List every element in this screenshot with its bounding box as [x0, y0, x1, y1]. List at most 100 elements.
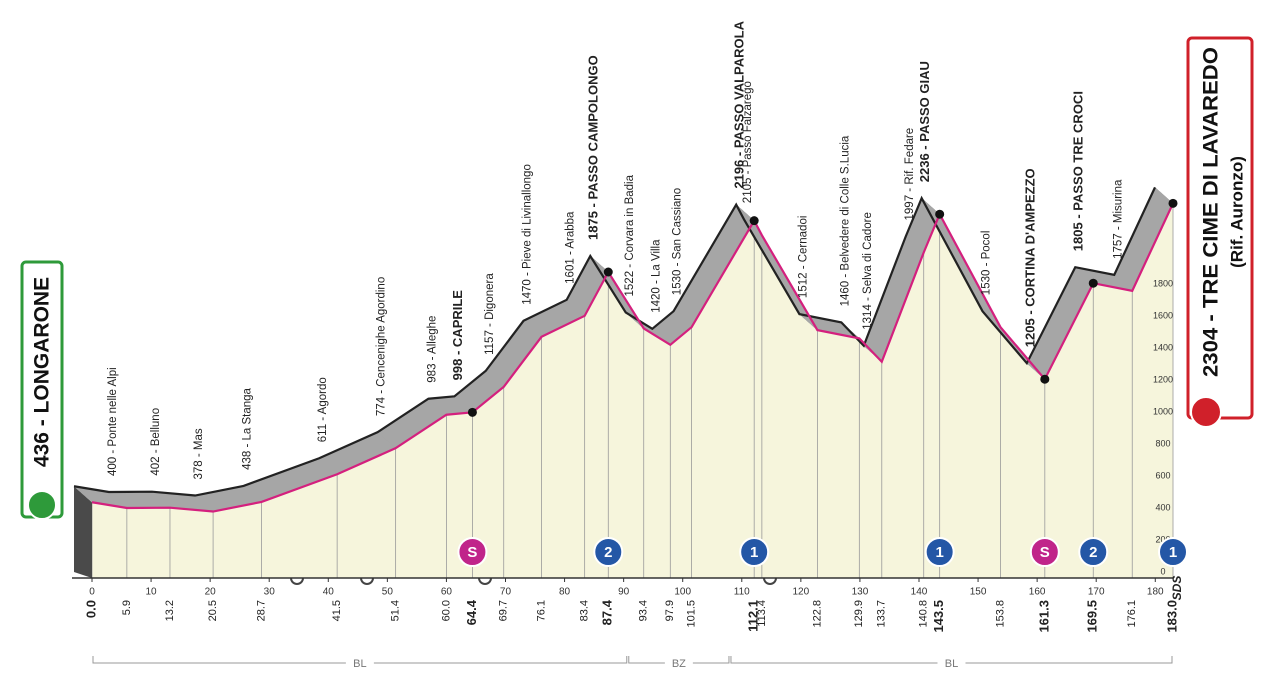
- landmark-label: 983 - Alleghe: [426, 316, 438, 383]
- landmark-km-label: 93.4: [638, 600, 650, 621]
- climb-badge: [739, 537, 770, 567]
- finish-label: 2304 - TRE CIME DI LAVAREDO: [1200, 47, 1223, 377]
- climb-badge: [1078, 537, 1109, 567]
- landmark-dot: [935, 209, 945, 219]
- y-tick-label: 800: [1155, 438, 1170, 448]
- y-tick-label: 1400: [1153, 342, 1173, 352]
- landmark-label: 438 - La Stanga: [242, 387, 254, 469]
- finish-icon: [1190, 396, 1222, 428]
- landmark-km-label: 20.5: [207, 600, 219, 621]
- landmark-km-label: 143.5: [931, 600, 946, 633]
- landmark-label: 1530 - San Cassiano: [672, 188, 684, 295]
- start-wall: [74, 486, 92, 578]
- landmark-label: 1420 - La Villa: [650, 239, 662, 313]
- x-tick-label: 40: [323, 587, 335, 598]
- landmark-label: 1205 - CORTINA D'AMPEZZO: [1022, 168, 1037, 347]
- x-tick-label: 50: [382, 587, 394, 598]
- landmark-km-label: 113.4: [756, 600, 768, 627]
- finish-sublabel: (Rif. Auronzo): [1227, 156, 1246, 268]
- landmark-label: 611 - Agordo: [317, 377, 329, 442]
- y-tick-label: 200: [1155, 534, 1170, 544]
- landmark-label: 774 - Cencenighe Agordino: [376, 277, 388, 416]
- y-tick-label: 600: [1155, 470, 1170, 480]
- landmark-label: 1460 - Belvedere di Colle S.Lucia: [839, 135, 851, 306]
- landmark-dot: [1040, 374, 1050, 384]
- landmark-dot: [1168, 198, 1178, 208]
- climb-label: 1: [1169, 544, 1177, 561]
- climb-label: 1: [750, 544, 758, 561]
- y-tick-label: 1000: [1153, 406, 1173, 416]
- climb-badge: [924, 537, 955, 567]
- landmark-km-label: 87.4: [600, 599, 615, 625]
- x-tick-label: 30: [264, 587, 276, 598]
- landmark-label: 1601 - Arabba: [565, 211, 577, 284]
- climb-badge: [1029, 537, 1060, 567]
- landmark-km-label: 176.1: [1126, 600, 1138, 628]
- logo: SDS: [1170, 576, 1184, 601]
- x-tick-label: 80: [559, 587, 571, 598]
- landmark-km-label: 101.5: [685, 600, 697, 628]
- climb-label: S: [1040, 544, 1050, 561]
- landmark-label: 402 - Belluno: [150, 408, 162, 476]
- landmark-km-label: 76.1: [535, 600, 547, 621]
- landmark-dot: [749, 216, 759, 226]
- x-tick-label: 170: [1088, 587, 1105, 598]
- landmark-km-label: 60.0: [440, 600, 452, 621]
- region-label: BL: [353, 658, 366, 670]
- start-icon: [27, 490, 57, 520]
- x-tick-label: 180: [1147, 587, 1164, 598]
- region-label: BL: [945, 658, 958, 670]
- landmark-label: 400 - Ponte nelle Alpi: [107, 367, 119, 476]
- landmark-label: 1805 - PASSO TRE CROCI: [1071, 91, 1086, 251]
- landmark-label: 2236 - PASSO GIAU: [917, 61, 932, 182]
- x-tick-label: 140: [911, 587, 928, 598]
- landmark-km-label: 133.7: [876, 600, 888, 628]
- profile-line: [91, 202, 1174, 513]
- landmark-km-label: 69.7: [498, 600, 510, 621]
- landmark-label: 1512 - Cernadoi: [797, 216, 809, 298]
- region-label-bg: [664, 656, 693, 670]
- landmark-km-label: 0.0: [83, 600, 98, 618]
- landmark-km-label: 140.8: [918, 600, 930, 628]
- landmark-label: 1875 - PASSO CAMPOLONGO: [586, 55, 601, 240]
- landmark-km-label: 97.9: [664, 600, 676, 621]
- region-label-bg: [937, 656, 966, 670]
- landmark-km-label: 161.3: [1036, 600, 1051, 633]
- x-tick-label: 0: [89, 587, 95, 598]
- landmark-label: 1997 - Rif. Fedare: [904, 128, 916, 221]
- region-label-bg: [345, 656, 374, 670]
- y-tick-label: 0: [1160, 566, 1165, 576]
- region-label: BZ: [672, 658, 686, 670]
- x-tick-label: 110: [734, 587, 750, 598]
- landmark-km-label: 51.4: [390, 600, 402, 621]
- profile-area: [92, 203, 1173, 579]
- landmark-km-label: 129.9: [853, 600, 865, 628]
- y-tick-label: 400: [1155, 502, 1170, 512]
- climb-badge: [1158, 537, 1188, 567]
- x-tick-label: 60: [441, 587, 453, 598]
- y-tick-label: 1800: [1153, 278, 1173, 288]
- x-tick-label: 90: [618, 587, 630, 598]
- landmark-label: 1757 - Misurina: [1112, 179, 1124, 259]
- landmark-label: 2196 - PASSO VALPAROLA: [732, 20, 747, 188]
- landmark-label: 378 - Mas: [193, 428, 205, 479]
- landmark-label: 1522 - Corvara in Badia: [624, 174, 636, 296]
- climb-label: 1: [935, 544, 943, 561]
- landmark-km-label: 5.9: [121, 600, 133, 615]
- landmark-km-label: 153.8: [994, 600, 1006, 628]
- y-tick-label: 1200: [1153, 374, 1173, 384]
- landmark-km-label: 169.5: [1085, 600, 1100, 633]
- x-tick-label: 70: [500, 587, 512, 598]
- landmark-km-label: 122.8: [811, 600, 823, 628]
- landmark-label: 1314 - Selva di Cadore: [862, 212, 874, 330]
- climb-badge: [593, 537, 624, 567]
- landmark-km-label: 64.4: [464, 599, 479, 625]
- y-tick-label: 1600: [1153, 310, 1173, 320]
- climb-label: 2: [1089, 544, 1097, 561]
- landmark-dot: [603, 267, 613, 277]
- landmark-dot: [1088, 278, 1098, 288]
- climb-label: S: [467, 544, 477, 561]
- landmark-km-label: 28.7: [255, 600, 267, 621]
- climb-label: 2: [604, 544, 612, 561]
